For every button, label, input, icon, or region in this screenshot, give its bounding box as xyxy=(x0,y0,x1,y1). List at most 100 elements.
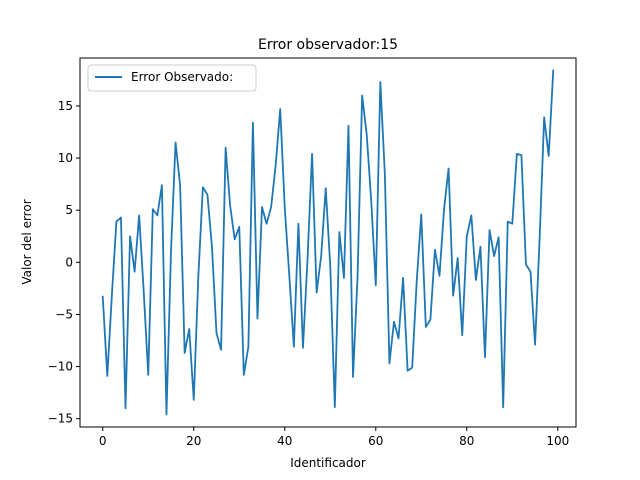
data-point xyxy=(407,370,408,371)
data-point xyxy=(334,407,335,408)
data-point xyxy=(416,281,417,282)
data-point xyxy=(421,214,422,215)
data-point xyxy=(184,352,185,353)
data-point xyxy=(453,295,454,296)
data-point xyxy=(471,215,472,216)
legend-box xyxy=(87,64,257,92)
data-point xyxy=(444,209,445,210)
plot-area: 0 20 40 60 80 100 −15 −10 −5 0 5 10 15 xyxy=(48,57,577,448)
data-point xyxy=(457,258,458,259)
chart-title: Error observador:15 xyxy=(258,37,398,53)
data-point xyxy=(257,318,258,319)
x-tick-label: 100 xyxy=(546,434,569,448)
data-point xyxy=(293,346,294,347)
data-point xyxy=(271,207,272,208)
data-point xyxy=(166,414,167,415)
data-point xyxy=(139,215,140,216)
data-point xyxy=(521,154,522,155)
data-point xyxy=(239,226,240,227)
data-point xyxy=(180,185,181,186)
data-point xyxy=(466,236,467,237)
x-axis-ticks: 0 20 40 60 80 100 xyxy=(99,427,569,448)
data-point xyxy=(107,375,108,376)
data-point xyxy=(189,329,190,330)
data-point xyxy=(216,333,217,334)
x-tick-label: 20 xyxy=(186,434,201,448)
data-point xyxy=(171,250,172,251)
data-point xyxy=(289,275,290,276)
data-point xyxy=(302,347,303,348)
data-point xyxy=(434,249,435,250)
data-point xyxy=(339,232,340,233)
y-tick-label: 10 xyxy=(58,151,73,165)
x-tick-label: 60 xyxy=(368,434,383,448)
data-point xyxy=(384,174,385,175)
data-point xyxy=(221,349,222,350)
data-point xyxy=(480,246,481,247)
data-point xyxy=(462,335,463,336)
data-point xyxy=(130,236,131,237)
data-point xyxy=(544,117,545,118)
data-point xyxy=(152,209,153,210)
data-point xyxy=(553,70,554,71)
data-point xyxy=(307,259,308,260)
data-point xyxy=(489,229,490,230)
data-point xyxy=(321,256,322,257)
legend-label: Error Observado: xyxy=(131,70,233,84)
data-point xyxy=(284,208,285,209)
data-point xyxy=(266,223,267,224)
data-point xyxy=(380,81,381,82)
data-point xyxy=(525,264,526,265)
data-point xyxy=(343,277,344,278)
data-point xyxy=(161,185,162,186)
data-point xyxy=(225,147,226,148)
data-point xyxy=(175,142,176,143)
data-point xyxy=(535,344,536,345)
data-point xyxy=(439,275,440,276)
data-point xyxy=(375,285,376,286)
data-point xyxy=(298,223,299,224)
data-point xyxy=(234,239,235,240)
data-point xyxy=(102,296,103,297)
data-point xyxy=(484,357,485,358)
data-point xyxy=(516,153,517,154)
data-point xyxy=(494,256,495,257)
data-point xyxy=(325,188,326,189)
y-tick-label: 0 xyxy=(65,255,73,269)
data-point xyxy=(193,399,194,400)
data-point xyxy=(134,271,135,272)
data-point xyxy=(393,321,394,322)
data-point xyxy=(357,275,358,276)
data-point xyxy=(330,266,331,267)
data-point xyxy=(366,134,367,135)
data-point xyxy=(230,206,231,207)
data-point xyxy=(353,376,354,377)
data-point xyxy=(211,246,212,247)
data-point xyxy=(548,155,549,156)
x-tick-label: 0 xyxy=(99,434,107,448)
data-point xyxy=(498,237,499,238)
data-point xyxy=(362,95,363,96)
data-point xyxy=(403,277,404,278)
x-tick-label: 80 xyxy=(459,434,474,448)
data-point xyxy=(120,217,121,218)
data-point xyxy=(530,271,531,272)
data-point xyxy=(371,200,372,201)
data-point xyxy=(316,292,317,293)
data-point xyxy=(157,215,158,216)
y-tick-label: 5 xyxy=(65,203,73,217)
x-tick-label: 40 xyxy=(277,434,292,448)
data-point xyxy=(539,239,540,240)
data-point xyxy=(148,374,149,375)
data-point xyxy=(475,280,476,281)
y-tick-label: −5 xyxy=(55,307,73,321)
data-point xyxy=(512,223,513,224)
data-point xyxy=(116,221,117,222)
legend: Error Observado: xyxy=(87,64,257,92)
data-point xyxy=(262,207,263,208)
y-axis-ticks: −15 −10 −5 0 5 10 15 xyxy=(48,99,80,426)
data-point xyxy=(430,319,431,320)
data-point xyxy=(389,363,390,364)
data-point xyxy=(425,326,426,327)
